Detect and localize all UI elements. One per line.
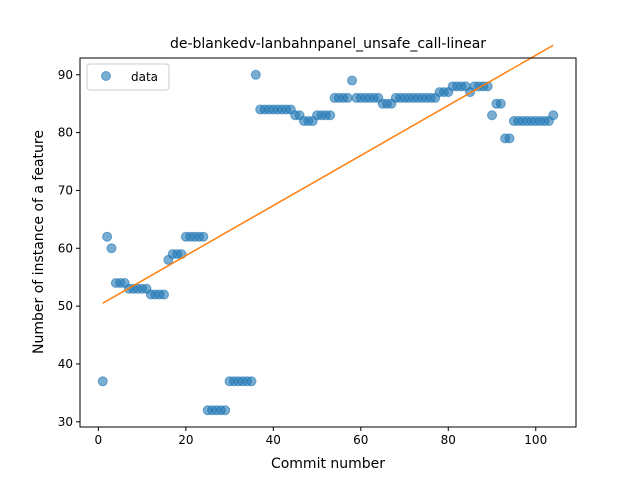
data-point xyxy=(487,110,498,121)
y-tick-label: 80 xyxy=(58,126,73,140)
data-point xyxy=(347,75,358,86)
x-tick-label: 20 xyxy=(178,433,193,447)
data-point xyxy=(102,231,113,242)
data-point xyxy=(548,110,559,121)
x-axis-label: Commit number xyxy=(271,456,385,472)
x-tick-label: 100 xyxy=(524,433,547,447)
data-point xyxy=(325,110,336,121)
y-tick-label: 40 xyxy=(58,357,73,371)
data-point xyxy=(246,376,257,387)
y-tick-label: 50 xyxy=(58,299,73,313)
legend-marker-data xyxy=(101,71,111,81)
data-point xyxy=(495,98,506,109)
data-point xyxy=(250,69,261,80)
y-tick-label: 30 xyxy=(58,415,73,429)
x-tick-label: 40 xyxy=(266,433,281,447)
legend: data xyxy=(86,63,170,91)
data-point xyxy=(176,249,187,260)
data-point xyxy=(342,92,353,103)
x-tick-label: 0 xyxy=(95,433,103,447)
axes-frame xyxy=(79,57,577,428)
legend-box xyxy=(86,63,170,91)
y-tick-label: 60 xyxy=(58,241,73,255)
legend-label-data: data xyxy=(131,70,158,84)
data-point xyxy=(97,376,108,387)
plot-area: 0 20 40 60 80 100 30 40 50 60 70 80 90 xyxy=(58,44,577,447)
data-point xyxy=(158,289,169,300)
data-point xyxy=(504,133,515,144)
chart-title: de-blankedv-lanbahnpanel_unsafe_call-lin… xyxy=(170,36,486,52)
y-tick-label: 70 xyxy=(58,183,73,197)
data-point xyxy=(220,405,231,416)
fit-line xyxy=(102,44,554,304)
data-point xyxy=(106,243,117,254)
y-tick-label: 90 xyxy=(58,68,73,82)
x-tick-label: 80 xyxy=(441,433,456,447)
y-axis-label: Number of instance of a feature xyxy=(31,130,47,354)
x-tick-label: 60 xyxy=(353,433,368,447)
data-point xyxy=(198,231,209,242)
